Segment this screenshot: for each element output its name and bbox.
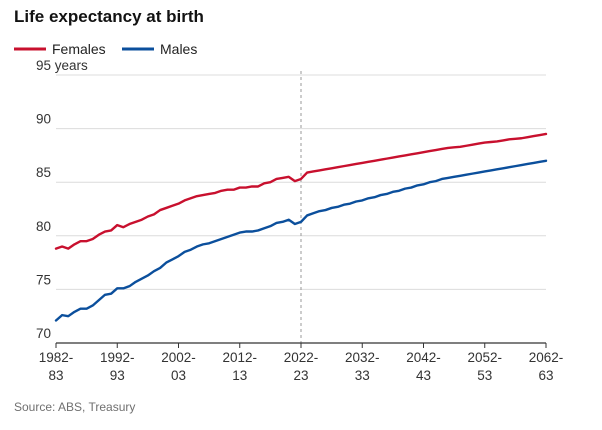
x-tick-label-1992-end: 93 <box>110 368 125 383</box>
x-tick-label-2002: 2002- <box>161 350 196 365</box>
x-axis: 1982- 83 1992- 93 2002- 03 2012- 13 2022- 23 2032-… <box>39 342 564 383</box>
x-tick-label-2052-end: 53 <box>477 368 492 383</box>
legend-label-males: Males <box>160 41 197 57</box>
x-tick-label-2062: 2062- <box>529 350 564 365</box>
y-tick-label-75: 75 <box>36 272 51 287</box>
y-axis-ticks: 70 75 80 85 90 95 years <box>36 58 88 341</box>
y-tick-label-90: 90 <box>36 112 51 127</box>
x-tick-label-1982-end: 83 <box>48 368 63 383</box>
x-tick-label-2002-end: 03 <box>171 368 186 383</box>
x-tick-label-2032-end: 33 <box>355 368 370 383</box>
x-tick-label-2042-end: 43 <box>416 368 431 383</box>
x-tick-label-2022: 2022- <box>284 350 319 365</box>
y-tick-label-95: 95 years <box>36 58 88 73</box>
legend-label-females: Females <box>52 41 106 57</box>
series-lines <box>54 132 548 322</box>
x-tick-label-2012-end: 13 <box>232 368 247 383</box>
y-tick-label-80: 80 <box>36 219 51 234</box>
x-tick-label-2042: 2042- <box>406 350 441 365</box>
x-tick-label-2062-end: 63 <box>538 368 553 383</box>
x-tick-label-2022-end: 23 <box>293 368 308 383</box>
source-note: Source: ABS, Treasury <box>14 400 135 414</box>
series-line-males <box>54 159 548 322</box>
chart-title: Life expectancy at birth <box>14 7 204 26</box>
x-tick-label-2052: 2052- <box>467 350 502 365</box>
y-tick-label-85: 85 <box>36 165 51 180</box>
x-tick-label-1982: 1982- <box>39 350 74 365</box>
y-tick-label-70: 70 <box>36 326 51 341</box>
x-tick-label-1992: 1992- <box>100 350 135 365</box>
series-line-females <box>54 132 548 250</box>
legend: Females Males <box>14 41 197 57</box>
x-tick-label-2032: 2032- <box>345 350 380 365</box>
x-tick-label-2012: 2012- <box>222 350 257 365</box>
